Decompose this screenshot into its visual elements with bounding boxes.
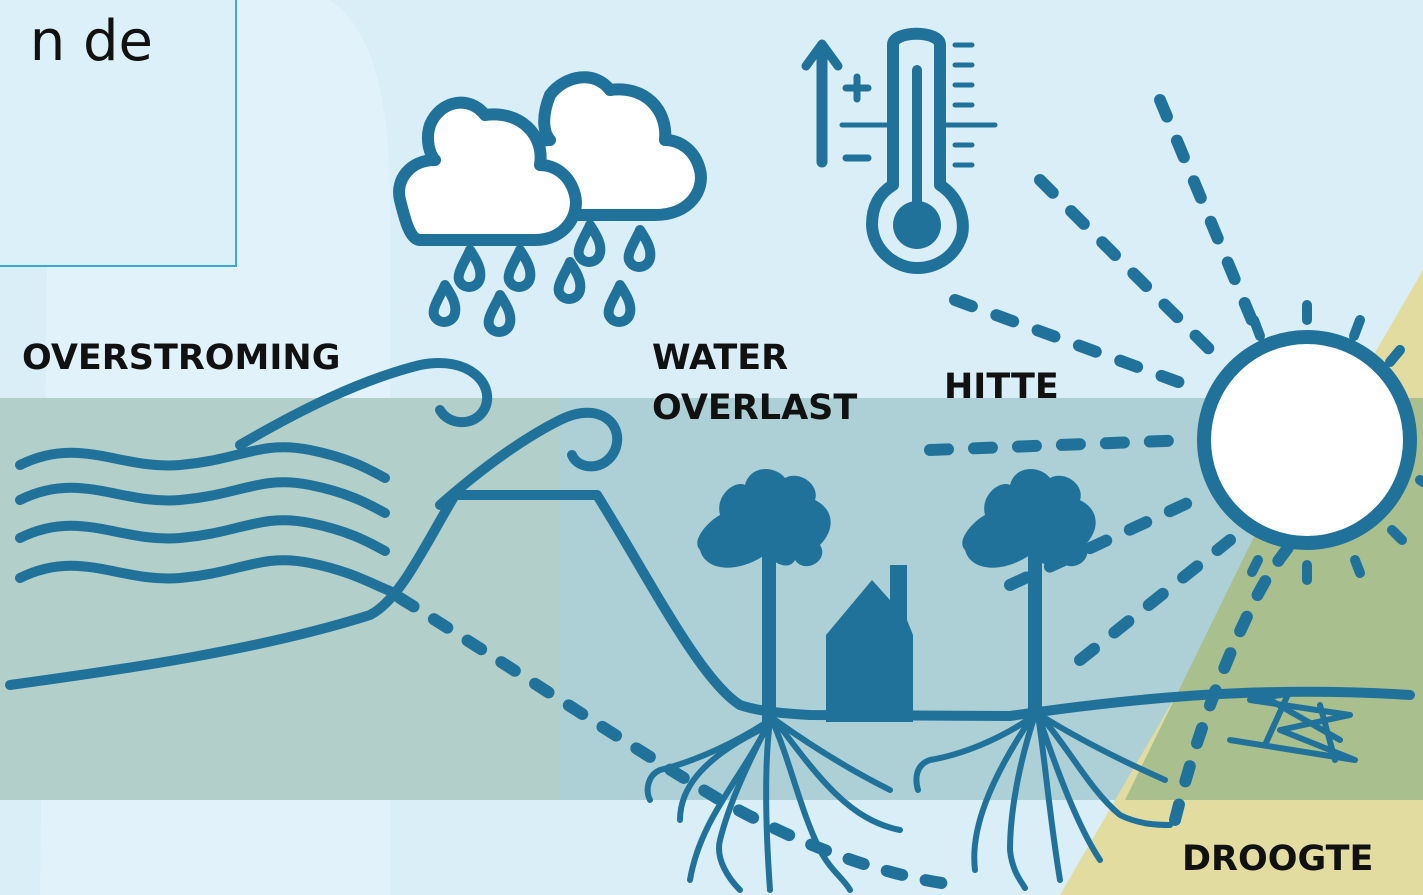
roots-left [644,717,903,893]
ground-profile-line [5,490,1415,721]
roots-right [913,712,1173,891]
cracked-soil-icon [1227,687,1358,763]
swirl-right [435,407,623,510]
label-overlast: OVERLAST [652,388,858,428]
sun-rays [924,94,1264,666]
ground-band-right [560,398,1260,800]
cloud-rain-icon [393,71,707,337]
tree-icon-left [697,468,831,722]
house-icon [826,565,913,722]
label-hitte: HITTE [944,367,1059,407]
wave-icon [15,442,395,596]
dashed-groundwater-line [394,592,961,891]
swirl-left [235,358,493,450]
label-water: WATER [652,338,789,378]
dashed-drought-line [1169,539,1296,826]
sun-icon [1197,300,1423,585]
title-box: n de [0,0,237,267]
page-title: n de [29,9,153,74]
label-overstroming: OVERSTROMING [22,338,341,378]
thermometer-icon [801,27,998,274]
tree-icon-right [962,468,1096,720]
label-droogte: DROOGTE [1182,839,1374,879]
